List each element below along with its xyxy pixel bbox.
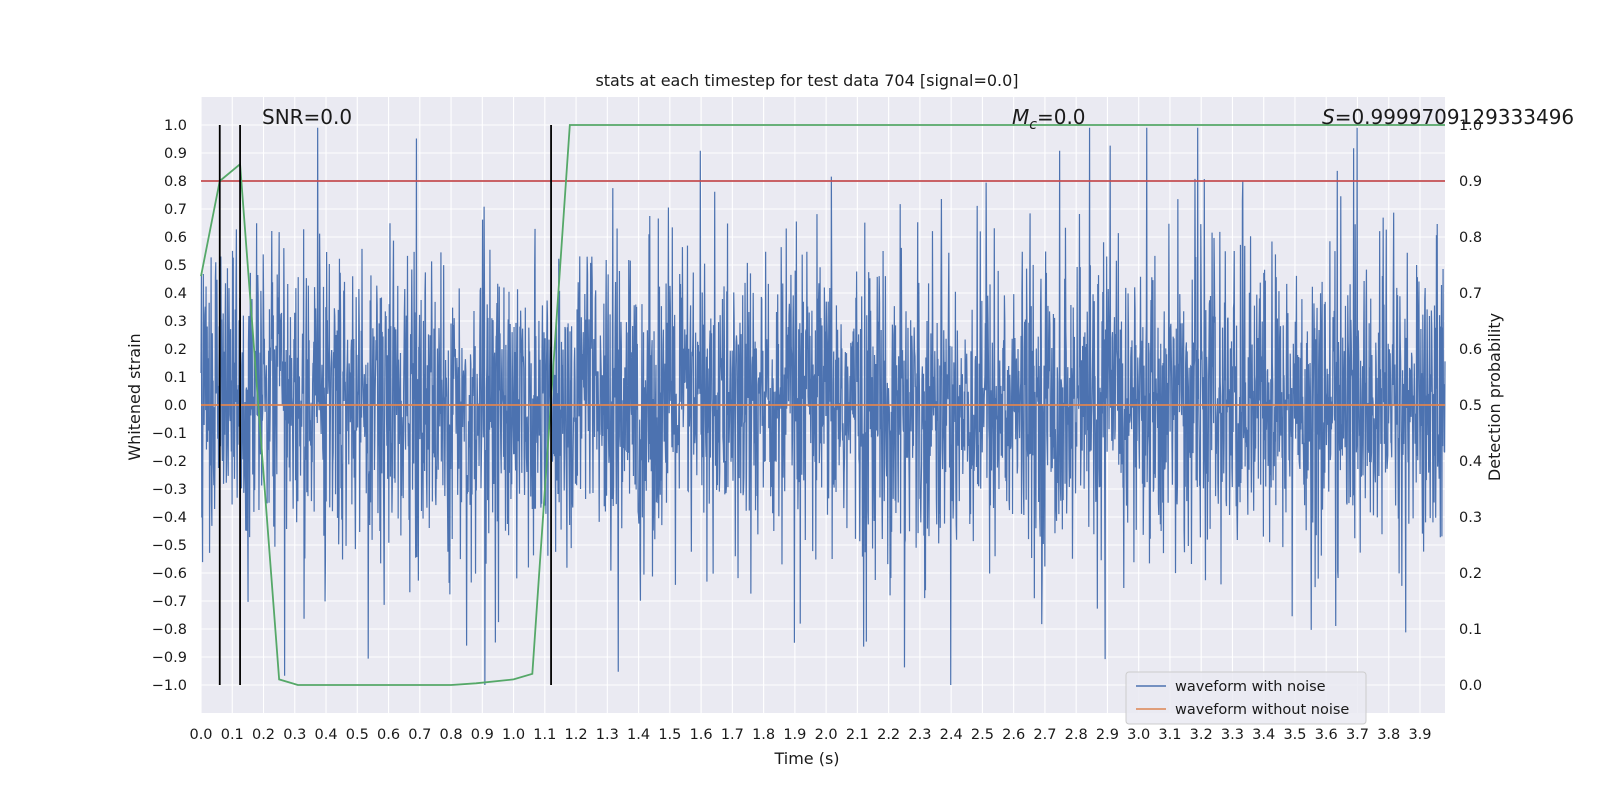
y-tick-label-left: 0.4 [164,286,187,302]
y-axis-label-right: Detection probability [1485,313,1504,481]
series-waveform-with-noise [200,127,1446,686]
mc-annotation: Mc=0.0 [1012,105,1086,133]
y-tick-label-right: 0.0 [1459,678,1482,694]
y-tick-label-left: −0.3 [152,482,187,498]
y-tick-label-left: 0.6 [164,230,187,246]
x-tick-label: 2.2 [877,727,900,743]
x-tick-label: 1.6 [690,727,713,743]
x-tick-label: 3.4 [1252,727,1275,743]
y-tick-label-right: 0.8 [1459,230,1482,246]
x-tick-label: 2.3 [908,727,931,743]
legend-box [1125,671,1367,725]
y-tick-label-right: 1.0 [1459,118,1482,134]
y-tick-label-left: −0.4 [152,510,187,526]
x-tick-label: 1.5 [658,727,681,743]
y-tick-label-left: −0.5 [152,538,187,554]
x-tick-label: 3.2 [1190,727,1213,743]
x-tick-label: 1.0 [502,727,525,743]
x-tick-label: 3.7 [1346,727,1369,743]
x-tick-label: 1.9 [783,727,806,743]
snr-annotation: SNR=0.0 [262,105,352,129]
y-tick-label-right: 0.1 [1459,622,1482,638]
x-tick-label: 0.3 [283,727,306,743]
waveform-with-noise-line [200,127,1446,686]
x-tick-label: 2.0 [815,727,838,743]
x-tick-label: 1.7 [721,727,744,743]
x-tick-label: 2.4 [940,727,963,743]
x-tick-label: 0.0 [189,727,212,743]
y-tick-label-right: 0.6 [1459,342,1482,358]
y-tick-label-left: 0.1 [164,370,187,386]
y-tick-label-left: 0.2 [164,342,187,358]
x-axis-label: Time (s) [773,749,839,768]
y-tick-label-right: 0.9 [1459,174,1482,190]
x-tick-label: 3.1 [1158,727,1181,743]
y-tick-label-left: −0.6 [152,566,187,582]
y-tick-label-left: 0.7 [164,202,187,218]
x-tick-label: 2.1 [846,727,869,743]
x-tick-label: 3.6 [1315,727,1338,743]
y-tick-label-left: 0.9 [164,146,187,162]
x-tick-label: 2.7 [1033,727,1056,743]
x-tick-label: 0.2 [252,727,275,743]
y-tick-label-left: −0.9 [152,650,187,666]
tick-labels: 0.0 0.1 0.2 0.3 0.4 0.5 0.6 0.7 0.8 0.9 1.0 1.1 1.2 1… [152,118,1482,743]
s-annotation: S=0.9999709129333496 [1322,105,1574,129]
series-lines [200,124,1445,686]
x-tick-label: 1.3 [596,727,619,743]
y-tick-label-left: 0.3 [164,314,187,330]
y-tick-label-right: 0.3 [1459,510,1482,526]
y-tick-label-left: 1.0 [164,118,187,134]
x-tick-label: 3.9 [1408,727,1431,743]
legend-label-clean: waveform without noise [1175,702,1349,718]
chart-title: stats at each timestep for test data 704… [595,71,1018,90]
x-tick-label: 3.3 [1221,727,1244,743]
y-tick-label-right: 0.4 [1459,454,1482,470]
x-tick-label: 1.4 [627,727,650,743]
x-tick-label: 0.4 [314,727,337,743]
y-tick-label-right: 0.2 [1459,566,1482,582]
x-tick-label: 0.5 [346,727,369,743]
x-tick-label: 2.6 [1002,727,1025,743]
x-tick-label: 0.1 [221,727,244,743]
detection-probability-line [200,124,1445,686]
x-tick-label: 2.8 [1065,727,1088,743]
y-tick-label-right: 0.7 [1459,286,1482,302]
x-tick-label: 1.8 [752,727,775,743]
x-tick-label: 3.8 [1377,727,1400,743]
x-tick-label: 0.6 [377,727,400,743]
x-tick-label: 2.9 [1096,727,1119,743]
x-tick-label: 3.5 [1283,727,1306,743]
y-tick-label-right: 0.5 [1459,398,1482,414]
x-tick-label: 0.8 [440,727,463,743]
y-tick-label-left: −0.2 [152,454,187,470]
x-tick-label: 0.7 [408,727,431,743]
x-tick-label: 0.9 [471,727,494,743]
y-tick-label-left: 0.0 [164,398,187,414]
y-tick-label-left: −0.7 [152,594,187,610]
legend-label-noise: waveform with noise [1175,679,1326,695]
x-tick-label: 1.1 [533,727,556,743]
y-tick-label-left: 0.5 [164,258,187,274]
x-tick-label: 1.2 [565,727,588,743]
y-tick-label-left: −0.1 [152,426,187,442]
x-tick-label: 3.0 [1127,727,1150,743]
y-tick-label-left: −0.8 [152,622,187,638]
y-tick-label-left: 0.8 [164,174,187,190]
legend: waveform with noise waveform without noi… [1125,671,1367,725]
x-tick-label: 2.5 [971,727,994,743]
y-axis-label-left: Whitened strain [125,333,144,460]
y-tick-label-left: −1.0 [152,678,187,694]
